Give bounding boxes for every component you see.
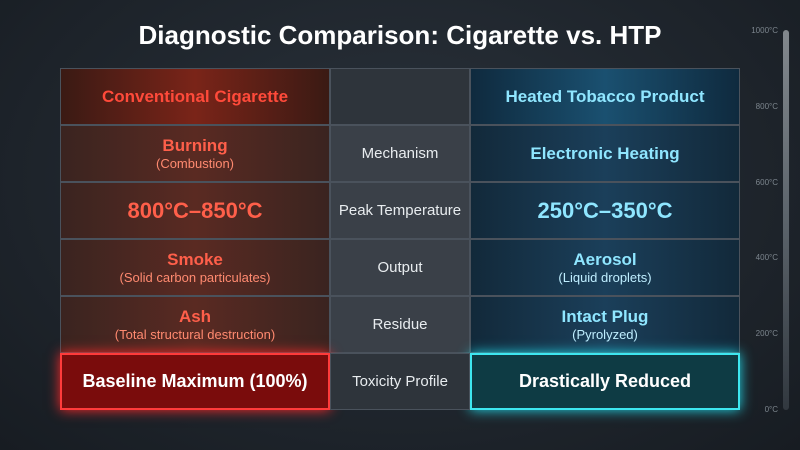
scale-label: 1000°C [751,26,778,35]
cell-main: Drastically Reduced [518,371,692,391]
right-cell: Drastically Reduced [470,353,740,410]
cell-main: 800°C–850°C [127,197,263,223]
right-cell: 250°C–350°C [470,182,740,239]
scale-label: 400°C [755,253,778,263]
cell-main: Aerosol [573,250,637,269]
cell-main: Electronic Heating [530,143,680,163]
header-cell: Conventional Cigarette [60,68,330,125]
scale-label: 800°C [755,101,778,111]
cell-main: Ash [178,307,212,326]
cell-sub: (Liquid droplets) [558,270,652,285]
row-label: Mechanism [330,125,470,182]
header-text: Conventional Cigarette [101,86,289,106]
cell-main: 250°C–350°C [537,197,673,223]
right-cell: Intact Plug (Pyrolyzed) [470,296,740,353]
cell-main: Smoke [167,250,223,269]
row-label: Toxicity Profile [330,353,470,410]
left-cell: Smoke (Solid carbon particulates) [60,239,330,296]
cell-sub: (Solid carbon particulates) [119,270,271,285]
row-label: Output [330,239,470,296]
left-cell: Baseline Maximum (100%) [60,353,330,410]
left-cell: Burning (Combustion) [60,125,330,182]
header-text: Heated Tobacco Product [505,86,705,106]
left-cell: 800°C–850°C [60,182,330,239]
scale-label: 0°C [764,405,778,414]
cell-sub: (Total structural destruction) [114,327,276,342]
row-label: Residue [330,296,470,353]
scale-label: 600°C [755,177,778,187]
cell-main: Burning [162,136,228,155]
header-cell [330,68,470,125]
left-cell: Ash (Total structural destruction) [60,296,330,353]
scale-label: 200°C [755,329,778,339]
right-cell: Aerosol (Liquid droplets) [470,239,740,296]
cell-sub: (Pyrolyzed) [572,327,638,342]
cell-sub: (Combustion) [155,156,235,171]
title: Diagnostic Comparison: Cigarette vs. HTP [138,20,662,50]
row-label: Peak Temperature [330,182,470,239]
right-cell: Electronic Heating [470,125,740,182]
temperature-scale [783,30,789,410]
cell-main: Baseline Maximum (100%) [82,371,308,391]
comparison-table: Conventional Cigarette Heated Tobacco Pro… [60,68,740,410]
header-cell: Heated Tobacco Product [470,68,740,125]
cell-main: Intact Plug [561,307,649,326]
